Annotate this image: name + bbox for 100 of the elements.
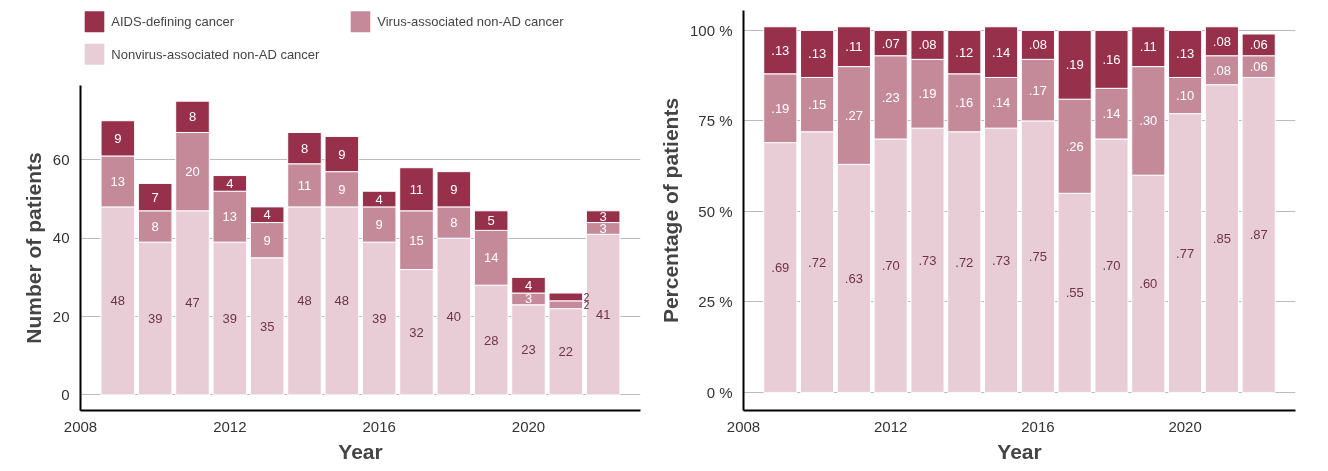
data-label: 13 [222,209,238,225]
x-tick-label: 2016 [362,417,396,435]
data-label: .06 [1249,37,1268,53]
data-label: 9 [338,181,346,197]
x-axis-title: Year [338,439,383,463]
data-label: 7 [151,189,159,205]
data-label: .19 [1065,57,1084,73]
data-label: .16 [1102,51,1121,67]
data-label: 8 [151,218,159,234]
data-label: .19 [918,86,937,102]
data-label: 48 [334,293,350,309]
data-label: 47 [185,295,200,311]
legend-label: AIDS-defining cancer [111,14,235,30]
data-label: .85 [1212,231,1231,247]
data-label: .16 [955,95,974,111]
data-label: .06 [1249,59,1268,75]
data-label: .12 [955,44,974,60]
data-label: .73 [992,252,1011,268]
data-label: 9 [114,130,122,146]
data-label: .14 [992,44,1011,60]
data-label: 8 [188,109,197,125]
data-label: .87 [1249,227,1268,243]
y-tick-label: 75 % [698,112,733,130]
data-label: 48 [110,293,126,309]
data-label: 39 [147,310,163,326]
data-label: .14 [992,95,1011,111]
data-label: 39 [222,310,238,326]
data-label: 3 [524,291,533,307]
data-label: .11 [1139,39,1157,55]
y-tick-label: 60 [52,150,70,168]
data-label: .73 [918,252,937,268]
data-label: .70 [1102,258,1121,274]
data-label: 40 [446,309,462,325]
data-label: 20 [185,164,200,180]
data-label: 4 [263,207,271,223]
data-label: .75 [1028,249,1047,265]
y-tick-label: 40 [52,229,70,247]
x-tick-label: 2012 [874,417,908,435]
data-label: 32 [409,324,424,340]
data-label: 28 [483,332,499,348]
data-label: 22 [558,344,574,360]
data-label: .63 [844,270,863,286]
data-label: .23 [881,89,900,105]
data-label: .70 [881,258,900,274]
data-label: 15 [409,232,424,248]
data-label: 8 [450,215,458,231]
data-label: 4 [226,175,234,191]
data-label: .60 [1139,276,1158,292]
data-label: .08 [1028,37,1047,53]
y-tick-label: 50 % [698,202,733,220]
data-label: .10 [1176,88,1195,104]
x-tick-label: 2020 [511,417,546,435]
y-tick-label: 0 % [706,383,733,401]
data-label: .72 [808,254,827,270]
data-label: 11 [409,181,424,197]
data-label: .72 [955,254,974,270]
data-label: .07 [881,35,900,51]
x-tick-label: 2012 [213,417,247,435]
legend-label: Virus-associated non-AD cancer [377,14,565,30]
data-label: 48 [297,293,312,309]
data-label: .08 [918,37,937,53]
data-label: .08 [1212,62,1231,78]
y-axis-title: Percentage of patients [658,97,682,324]
data-label: .08 [1212,33,1231,49]
data-label: 5 [487,213,495,229]
data-label: 4 [375,191,383,207]
data-label: 23 [521,342,536,358]
data-label: .13 [771,42,790,58]
data-label: .19 [771,100,790,116]
data-label: .55 [1065,285,1084,301]
y-tick-label: 100 % [689,21,733,39]
x-tick-label: 2008 [63,417,98,435]
x-tick-label: 2020 [1168,417,1202,435]
data-label: .30 [1139,113,1158,129]
data-label: 13 [110,173,126,189]
x-tick-label: 2008 [726,417,761,435]
data-label: 41 [595,307,611,323]
data-label: 9 [375,217,383,233]
y-axis-title: Number of patients [21,152,45,344]
data-label: 14 [483,250,499,266]
data-label: .26 [1065,138,1084,154]
data-label: .27 [844,107,863,123]
data-label: 11 [297,177,312,193]
y-tick-label: 20 [52,307,70,325]
x-axis-title: Year [997,439,1042,463]
data-label: .13 [808,46,827,62]
data-label: 9 [338,146,346,162]
data-label: .77 [1176,245,1195,261]
data-label: .15 [808,97,827,113]
y-tick-label: 0 [61,385,70,403]
data-label: .69 [771,260,790,276]
data-label: .11 [845,39,863,55]
data-label: 8 [300,140,309,156]
data-label: .13 [1176,46,1195,62]
y-tick-label: 25 % [698,293,733,311]
data-label: 4 [524,277,533,293]
data-label: .14 [1102,106,1121,122]
data-label: .17 [1028,82,1047,98]
legend-label: Nonvirus-associated non-AD cancer [111,46,321,62]
data-label: 35 [259,318,275,334]
